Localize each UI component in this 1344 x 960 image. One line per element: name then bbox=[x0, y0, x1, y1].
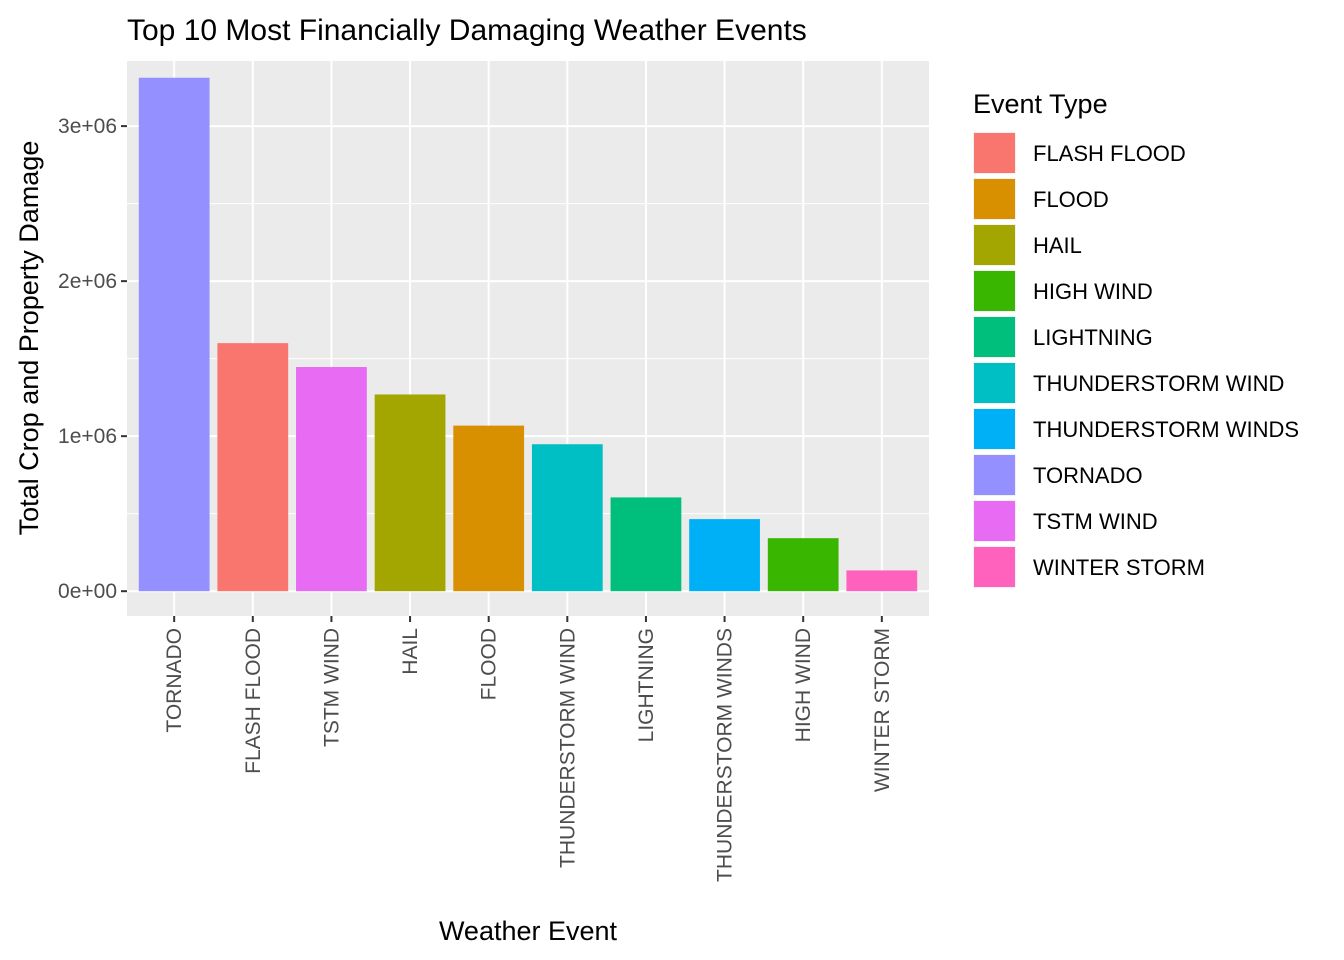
x-tick-label: THUNDERSTORM WINDS bbox=[714, 628, 737, 882]
bar-thunderstorm-wind bbox=[531, 444, 603, 592]
x-tick-label: LIGHTNING bbox=[635, 628, 658, 742]
x-axis: TORNADO FLASH FLOOD TSTM WIND HAIL FLOOD THUN… bbox=[163, 616, 894, 882]
y-tick-label: 0e+00 bbox=[58, 580, 117, 603]
legend-swatch bbox=[974, 501, 1015, 541]
legend-swatch bbox=[974, 133, 1015, 173]
bar-hail bbox=[374, 394, 446, 592]
legend: Event Type FLASH FLOOD FLOOD HAIL HIGH WIND… bbox=[973, 89, 1299, 588]
bar-winter-storm bbox=[846, 570, 918, 592]
x-tick-label: TSTM WIND bbox=[320, 628, 343, 747]
legend-label: THUNDERSTORM WIND bbox=[1033, 371, 1284, 396]
bars bbox=[138, 77, 918, 592]
x-tick-label: FLASH FLOOD bbox=[242, 628, 265, 774]
legend-swatch bbox=[974, 271, 1015, 311]
y-axis-title: Total Crop and Property Damage bbox=[14, 141, 44, 536]
x-tick-label: HIGH WIND bbox=[792, 628, 815, 742]
y-tick-label: 3e+06 bbox=[58, 115, 117, 138]
x-tick-label: HAIL bbox=[399, 628, 422, 675]
x-tick-label: FLOOD bbox=[478, 628, 501, 700]
legend-label: TORNADO bbox=[1033, 463, 1143, 488]
chart-title: Top 10 Most Financially Damaging Weather… bbox=[127, 14, 807, 47]
legend-swatch bbox=[974, 225, 1015, 265]
legend-swatch bbox=[974, 363, 1015, 403]
legend-swatch bbox=[974, 317, 1015, 357]
legend-label: FLASH FLOOD bbox=[1033, 141, 1186, 166]
bar-tstm-wind bbox=[296, 367, 367, 592]
y-tick-label: 1e+06 bbox=[58, 425, 117, 448]
bar-flash-flood bbox=[217, 343, 289, 592]
bar-thunderstorm-winds bbox=[689, 519, 760, 592]
legend-label: HIGH WIND bbox=[1033, 279, 1153, 304]
legend-label: TSTM WIND bbox=[1033, 509, 1158, 534]
legend-swatch bbox=[974, 547, 1015, 587]
bar-flood bbox=[453, 425, 525, 592]
legend-items: FLASH FLOOD FLOOD HAIL HIGH WIND LIGHTNING TH… bbox=[973, 132, 1299, 588]
x-tick-label: TORNADO bbox=[163, 628, 186, 733]
legend-label: LIGHTNING bbox=[1033, 325, 1153, 350]
legend-label: FLOOD bbox=[1033, 187, 1109, 212]
x-tick-label: WINTER STORM bbox=[871, 628, 894, 792]
x-tick-label: THUNDERSTORM WIND bbox=[556, 628, 579, 868]
bar-lightning bbox=[610, 497, 682, 592]
y-axis: 0e+00 1e+06 2e+06 3e+06 bbox=[58, 115, 127, 603]
bar-high-wind bbox=[767, 538, 839, 592]
legend-label: WINTER STORM bbox=[1033, 555, 1205, 580]
legend-swatch bbox=[974, 179, 1015, 219]
legend-title: Event Type bbox=[973, 89, 1108, 119]
legend-swatch bbox=[974, 455, 1015, 495]
x-axis-title: Weather Event bbox=[439, 916, 618, 946]
bar-tornado bbox=[138, 77, 210, 592]
legend-swatch bbox=[974, 409, 1015, 449]
legend-label: HAIL bbox=[1033, 233, 1082, 258]
y-tick-label: 2e+06 bbox=[58, 270, 117, 293]
legend-label: THUNDERSTORM WINDS bbox=[1033, 417, 1299, 442]
